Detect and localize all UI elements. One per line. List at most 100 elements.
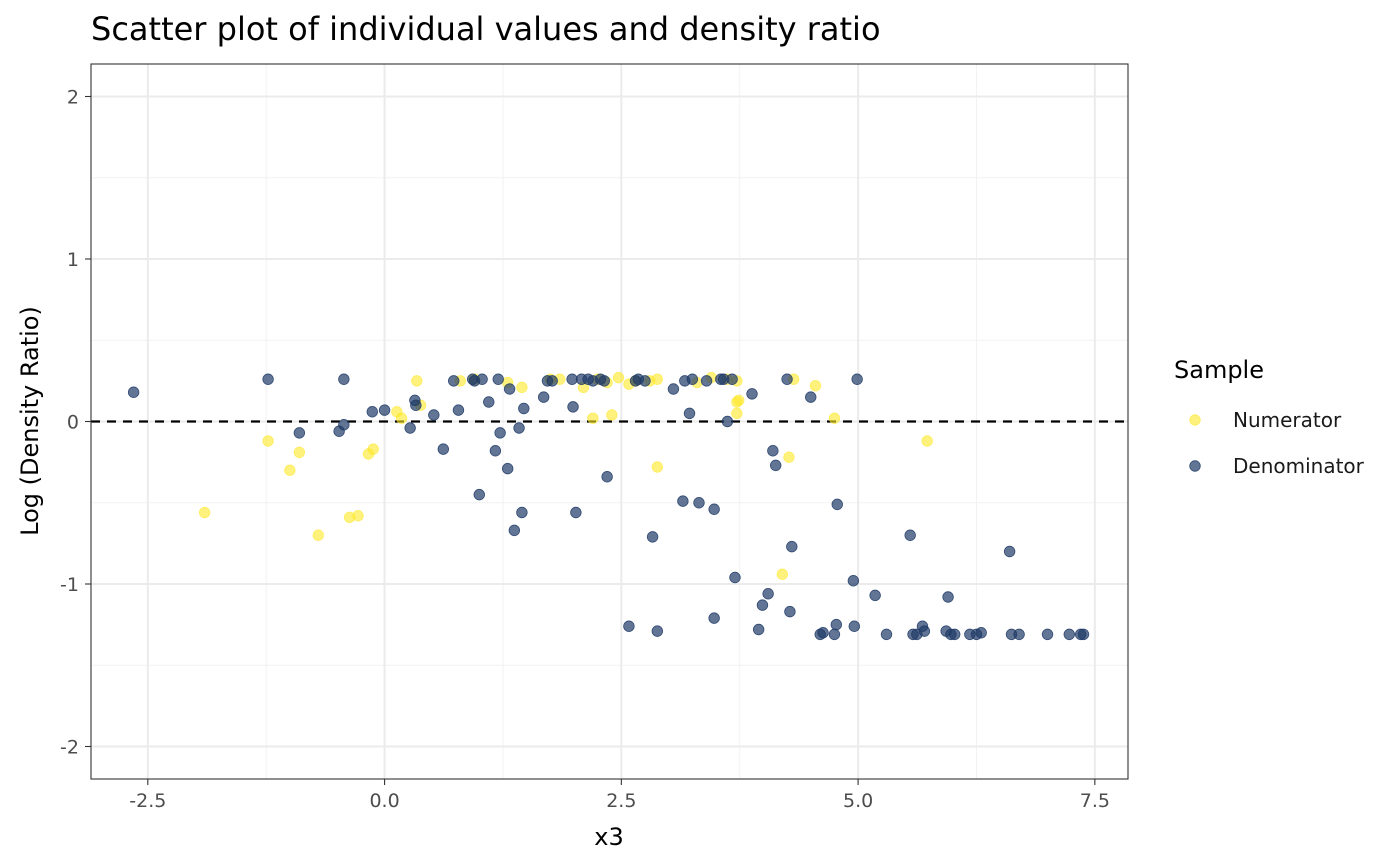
data-point bbox=[828, 628, 841, 641]
data-point bbox=[700, 375, 713, 387]
legend-label-denominator: Denominator bbox=[1233, 454, 1365, 478]
data-point bbox=[869, 589, 881, 602]
data-point bbox=[746, 388, 758, 400]
data-point bbox=[667, 383, 680, 395]
data-point bbox=[612, 371, 625, 384]
data-point bbox=[501, 462, 514, 475]
data-point bbox=[975, 627, 987, 639]
data-point bbox=[566, 373, 578, 385]
data-point bbox=[756, 599, 769, 611]
legend-label-numerator: Numerator bbox=[1233, 408, 1342, 432]
data-point bbox=[651, 625, 664, 637]
data-point bbox=[651, 461, 664, 473]
data-point bbox=[770, 459, 782, 472]
data-point bbox=[848, 620, 861, 632]
legend-items: Numerator Denominator bbox=[1189, 408, 1365, 478]
legend-key-numerator bbox=[1189, 414, 1201, 426]
data-point bbox=[567, 401, 579, 413]
data-point bbox=[262, 373, 274, 385]
data-point bbox=[473, 488, 485, 501]
data-point bbox=[448, 375, 460, 387]
x-tick-label: 7.5 bbox=[1080, 790, 1110, 812]
data-point bbox=[284, 464, 296, 476]
data-point bbox=[1063, 628, 1075, 641]
legend-key-denominator bbox=[1189, 460, 1201, 472]
data-point bbox=[410, 399, 422, 411]
data-point bbox=[513, 422, 525, 434]
data-point bbox=[921, 435, 933, 447]
legend: Sample Numerator Denominator bbox=[1174, 356, 1365, 478]
y-tick-label: -1 bbox=[60, 574, 79, 596]
data-point bbox=[570, 506, 582, 519]
data-point bbox=[606, 409, 618, 421]
data-point bbox=[489, 445, 502, 457]
y-axis-title: Log (Density Ratio) bbox=[16, 306, 44, 536]
x-axis: -2.5 0.0 2.5 5.0 7.5 bbox=[129, 779, 1110, 812]
data-point bbox=[646, 531, 659, 543]
data-point bbox=[127, 386, 140, 398]
data-point bbox=[880, 628, 893, 641]
y-axis: -2 -1 0 1 2 bbox=[60, 87, 91, 759]
data-point bbox=[729, 571, 741, 584]
data-point bbox=[1041, 628, 1054, 641]
data-point bbox=[733, 394, 745, 407]
data-point bbox=[411, 375, 423, 387]
data-point bbox=[395, 412, 408, 424]
data-point bbox=[686, 373, 699, 385]
data-point bbox=[262, 435, 274, 447]
data-point bbox=[338, 373, 350, 385]
x-tick-label: -2.5 bbox=[129, 790, 166, 812]
data-point bbox=[1077, 628, 1090, 641]
data-points bbox=[127, 371, 1090, 641]
data-point bbox=[708, 612, 720, 624]
data-point bbox=[847, 575, 860, 587]
data-point bbox=[508, 524, 521, 537]
data-point bbox=[516, 506, 528, 519]
data-point bbox=[338, 419, 350, 431]
x-tick-label: 2.5 bbox=[606, 790, 636, 812]
data-point bbox=[831, 498, 843, 511]
data-point bbox=[587, 412, 599, 424]
data-point bbox=[537, 391, 550, 403]
data-point bbox=[805, 391, 817, 403]
data-point bbox=[476, 373, 488, 385]
data-point bbox=[428, 409, 440, 421]
data-point bbox=[452, 404, 465, 416]
data-point bbox=[781, 373, 793, 385]
x-axis-title: x3 bbox=[594, 823, 623, 851]
data-point bbox=[784, 605, 796, 618]
data-point bbox=[851, 373, 863, 385]
data-point bbox=[516, 381, 528, 394]
y-tick-label: -2 bbox=[60, 737, 79, 759]
data-point bbox=[762, 588, 774, 600]
data-point bbox=[378, 404, 391, 416]
data-point bbox=[1003, 545, 1016, 558]
y-tick-label: 2 bbox=[67, 87, 79, 109]
data-point bbox=[786, 540, 798, 553]
data-point bbox=[404, 422, 416, 434]
data-point bbox=[352, 510, 364, 522]
data-point bbox=[731, 407, 743, 420]
data-point bbox=[904, 529, 916, 541]
data-point bbox=[639, 375, 651, 387]
data-point bbox=[726, 373, 738, 385]
data-point bbox=[1013, 628, 1025, 641]
data-point bbox=[677, 495, 689, 507]
series-denominator bbox=[127, 373, 1090, 641]
data-point bbox=[948, 628, 961, 641]
data-point bbox=[503, 383, 516, 395]
legend-title: Sample bbox=[1174, 356, 1264, 384]
data-point bbox=[830, 618, 843, 631]
data-point bbox=[683, 407, 696, 420]
data-point bbox=[783, 451, 795, 463]
data-point bbox=[601, 471, 613, 483]
data-point bbox=[693, 497, 705, 509]
data-point bbox=[198, 506, 211, 519]
data-point bbox=[651, 373, 664, 385]
data-point bbox=[494, 427, 506, 439]
chart-title: Scatter plot of individual values and de… bbox=[91, 10, 881, 48]
data-point bbox=[767, 445, 779, 457]
data-point bbox=[708, 503, 720, 515]
data-point bbox=[918, 625, 931, 637]
